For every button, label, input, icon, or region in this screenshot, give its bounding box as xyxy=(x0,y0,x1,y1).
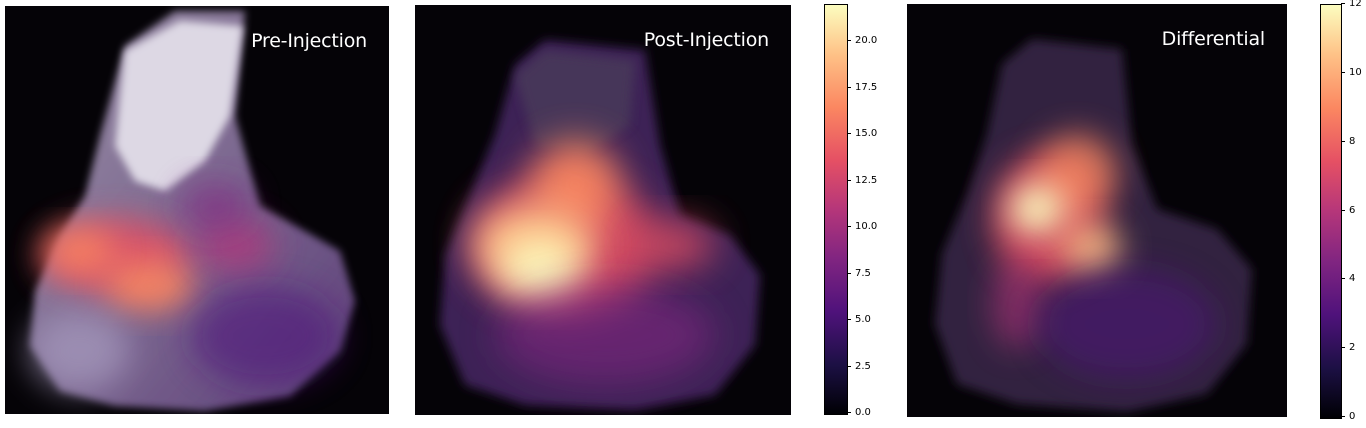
colorbar-tick-mark xyxy=(847,412,851,413)
post-injection-heatmap xyxy=(440,40,760,410)
colorbar-tick-label: 4 xyxy=(1349,273,1356,285)
colorbar-tick-label: 2.5 xyxy=(855,360,871,372)
colorbar-tick-label: 15.0 xyxy=(855,128,878,140)
colorbar-tick-label: 0 xyxy=(1349,411,1356,422)
colorbar-tick-label: 17.5 xyxy=(855,81,878,93)
colorbar-tick-mark xyxy=(1341,278,1345,280)
panel-title-pre-injection: Pre-Injection xyxy=(251,30,367,52)
colorbar-tick-mark xyxy=(1341,416,1345,417)
colorbar-tick-label: 10 xyxy=(1349,66,1362,78)
colorbar-tick-mark xyxy=(847,40,851,42)
colorbar-tick-label: 6 xyxy=(1349,204,1356,216)
colorbar-tick-mark xyxy=(847,226,851,228)
colorbar-differential xyxy=(1320,4,1342,419)
colorbar-tick-label: 0.0 xyxy=(855,407,871,418)
colorbar-tick-mark xyxy=(1341,71,1345,73)
pre-injection-image: Pre-Injection xyxy=(5,6,389,414)
colorbar-tick-mark xyxy=(847,133,851,135)
pre-injection-heatmap xyxy=(30,11,355,411)
colorbar-tick-mark xyxy=(847,86,851,88)
colorbar-tick-label: 8 xyxy=(1349,135,1356,147)
colorbar-tick-mark xyxy=(847,272,851,274)
colorbar-tick-label: 10.0 xyxy=(855,221,878,233)
differential-heatmap xyxy=(935,39,1252,412)
colorbar-tick-mark xyxy=(1341,3,1345,4)
colorbar-tick-mark xyxy=(1341,347,1345,349)
colorbar-post-injection xyxy=(824,4,848,415)
colorbar-tick-mark xyxy=(847,365,851,367)
colorbar-tick-label: 12 xyxy=(1349,0,1362,9)
panel-title-post-injection: Post-Injection xyxy=(643,29,769,51)
colorbar-tick-label: 12.5 xyxy=(855,174,878,186)
colorbar-tick-label: 7.5 xyxy=(855,267,871,279)
post-injection-image: Post-Injection xyxy=(415,5,791,415)
colorbar-tick-label: 5.0 xyxy=(855,314,871,326)
colorbar-tick-mark xyxy=(1341,209,1345,211)
colorbar-tick-mark xyxy=(847,319,851,321)
colorbar-tick-mark xyxy=(1341,140,1345,142)
colorbar-tick-label: 2 xyxy=(1349,342,1356,354)
colorbar-tick-mark xyxy=(847,179,851,181)
panel-title-differential: Differential xyxy=(1161,28,1266,50)
differential-image: Differential xyxy=(907,4,1287,417)
colorbar-tick-label: 20.0 xyxy=(855,35,878,47)
